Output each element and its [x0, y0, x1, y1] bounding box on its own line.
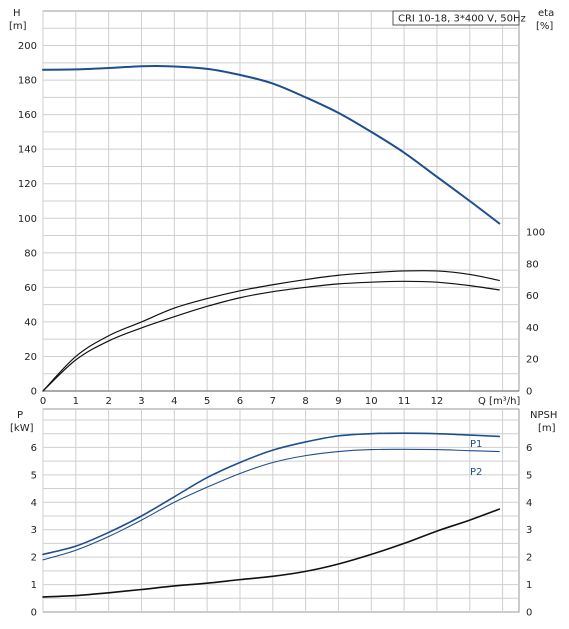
right-axis-unit-eta: [%] — [536, 21, 553, 32]
legend-frame — [392, 10, 520, 26]
bottom-left-tick-label: 0 — [31, 608, 37, 619]
top-left-tick-label: 140 — [18, 145, 37, 156]
x-tick-label: 6 — [237, 396, 243, 407]
bottom-right-tick-label: 4 — [526, 498, 532, 509]
bottom-left-tick-label: 5 — [31, 470, 37, 481]
x-tick-label: 0 — [40, 396, 46, 407]
legend-box: CRI 10-18, 3*400 V, 50Hz — [392, 10, 526, 26]
head-curve — [42, 65, 501, 225]
legend-text: CRI 10-18, 3*400 V, 50Hz — [398, 14, 526, 25]
bottom-left-tick-label: 2 — [31, 553, 37, 564]
bottom-right-tick-label: 2 — [526, 553, 532, 564]
top-left-tick-label: 40 — [24, 317, 37, 328]
right-axis-title-npsh: NPSH — [530, 410, 557, 421]
bottom-plot-frame — [42, 408, 520, 613]
bottom-right-tick-label: 1 — [526, 580, 532, 591]
x-axis-label: Q [m³/h] — [478, 396, 520, 407]
bottom-left-tick-label: 1 — [31, 580, 37, 591]
right-axis-unit-npsh: [m] — [538, 423, 556, 434]
x-tick-label: 8 — [302, 396, 308, 407]
top-right-tick-label: 60 — [526, 291, 539, 302]
efficiency-curve-lower — [42, 280, 500, 392]
power-p2-curve — [42, 448, 500, 561]
top-left-tick-label: 180 — [18, 76, 37, 87]
bottom-left-tick-label: 6 — [31, 443, 37, 454]
top-left-tick-label: 0 — [31, 387, 37, 398]
power-npsh-panel: 0 1 2 3 4 5 6 0 1 2 3 4 5 6 P [kW] NPSH [m] P1 P2 — [10, 408, 557, 619]
bottom-left-tick-label: 3 — [31, 525, 37, 536]
bottom-right-tick-label: 0 — [526, 608, 532, 619]
head-efficiency-panel: 0 20 40 60 80 100 120 140 160 180 200 0 20 40 60 80 100 0… — [9, 8, 554, 407]
x-tick-label: 7 — [270, 396, 276, 407]
top-left-tick-label: 60 — [24, 283, 37, 294]
x-tick-label: 1 — [73, 396, 79, 407]
left-axis-title-power: P — [17, 410, 23, 421]
left-axis-unit-power: [kW] — [10, 423, 34, 434]
top-gridlines — [42, 11, 519, 391]
top-right-tick-label: 40 — [526, 323, 539, 334]
p1-series-label: P1 — [470, 439, 482, 450]
top-left-tick-label: 120 — [18, 179, 37, 190]
x-tick-label: 2 — [105, 396, 111, 407]
x-tick-label: 9 — [335, 396, 341, 407]
x-tick-label: 5 — [204, 396, 210, 407]
top-left-tick-label: 200 — [18, 41, 37, 52]
bottom-right-tick-label: 6 — [526, 443, 532, 454]
x-tick-label: 3 — [138, 396, 144, 407]
x-tick-label: 12 — [431, 396, 444, 407]
top-right-tick-label: 0 — [526, 387, 532, 398]
right-axis-title-eta: eta — [538, 8, 554, 19]
p2-series-label: P2 — [470, 467, 482, 478]
top-left-tick-label: 80 — [24, 248, 37, 259]
bottom-right-tick-label: 3 — [526, 525, 532, 536]
x-tick-label: 10 — [365, 396, 378, 407]
power-p1-curve — [42, 432, 501, 556]
x-tick-label: 11 — [398, 396, 411, 407]
top-left-tick-label: 160 — [18, 110, 37, 121]
left-axis-unit-head: [m] — [9, 21, 27, 32]
top-right-tick-label: 80 — [526, 259, 539, 270]
bottom-left-tick-label: 4 — [31, 498, 37, 509]
top-right-tick-label: 100 — [526, 228, 545, 239]
top-left-tick-label: 100 — [18, 214, 37, 225]
x-tick-label: 4 — [171, 396, 177, 407]
left-axis-title-head: H — [13, 8, 21, 19]
top-left-tick-label: 20 — [24, 352, 37, 363]
efficiency-curve-upper — [42, 270, 500, 392]
top-right-tick-label: 20 — [526, 355, 539, 366]
bottom-right-tick-label: 5 — [526, 470, 532, 481]
npsh-curve — [42, 508, 501, 598]
